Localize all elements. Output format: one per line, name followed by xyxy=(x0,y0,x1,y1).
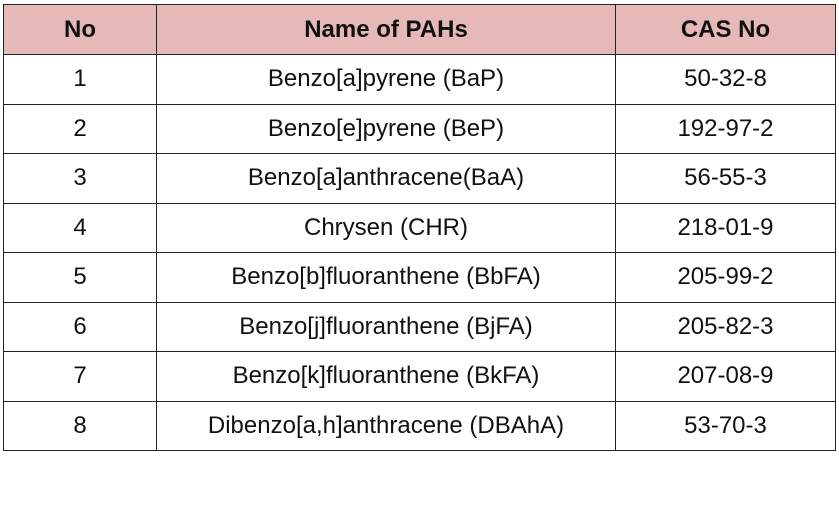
table-cell: 207-08-9 xyxy=(615,351,836,402)
table-cell: Benzo[b]fluoranthene (BbFA) xyxy=(156,252,616,303)
table-row: 8 Dibenzo[a,h]anthracene (DBAhA) 53-70-3 xyxy=(3,400,836,451)
table-body: 1 Benzo[a]pyrene (BaP) 50-32-8 2 Benzo[e]pyr… xyxy=(3,54,836,451)
table-cell: Benzo[j]fluoranthene (BjFA) xyxy=(156,301,616,352)
table-cell: 1 xyxy=(3,54,157,105)
header-cell: CAS No xyxy=(615,4,836,55)
table-cell: 3 xyxy=(3,153,157,204)
table-cell: 8 xyxy=(3,400,157,451)
table-cell: 53-70-3 xyxy=(615,400,836,451)
table-row: 5 Benzo[b]fluoranthene (BbFA) 205-99-2 xyxy=(3,252,836,303)
table-cell: 205-82-3 xyxy=(615,301,836,352)
header-row: No Name of PAHs CAS No xyxy=(3,4,836,55)
table-cell: 192-97-2 xyxy=(615,103,836,154)
table-cell: 50-32-8 xyxy=(615,54,836,105)
table-cell: 6 xyxy=(3,301,157,352)
table-cell: Benzo[e]pyrene (BeP) xyxy=(156,103,616,154)
table-cell: 56-55-3 xyxy=(615,153,836,204)
table-row: 6 Benzo[j]fluoranthene (BjFA) 205-82-3 xyxy=(3,301,836,352)
table-cell: Dibenzo[a,h]anthracene (DBAhA) xyxy=(156,400,616,451)
table-row: 4 Chrysen (CHR) 218-01-9 xyxy=(3,202,836,253)
pah-table: No Name of PAHs CAS No 1 Benzo[a]pyrene (Ba… xyxy=(3,4,836,451)
table-cell: 2 xyxy=(3,103,157,154)
table-row: 3 Benzo[a]anthracene(BaA) 56-55-3 xyxy=(3,153,836,204)
table-cell: 7 xyxy=(3,351,157,402)
table-row: 2 Benzo[e]pyrene (BeP) 192-97-2 xyxy=(3,103,836,154)
table-cell: 4 xyxy=(3,202,157,253)
table-cell: Benzo[a]anthracene(BaA) xyxy=(156,153,616,204)
table-cell: Benzo[a]pyrene (BaP) xyxy=(156,54,616,105)
table-row: 7 Benzo[k]fluoranthene (BkFA) 207-08-9 xyxy=(3,351,836,402)
table-cell: 5 xyxy=(3,252,157,303)
table-cell: Benzo[k]fluoranthene (BkFA) xyxy=(156,351,616,402)
table-cell: 218-01-9 xyxy=(615,202,836,253)
table-cell: Chrysen (CHR) xyxy=(156,202,616,253)
table-cell: 205-99-2 xyxy=(615,252,836,303)
header-cell: Name of PAHs xyxy=(156,4,616,55)
header-cell: No xyxy=(3,4,157,55)
table-row: 1 Benzo[a]pyrene (BaP) 50-32-8 xyxy=(3,54,836,105)
